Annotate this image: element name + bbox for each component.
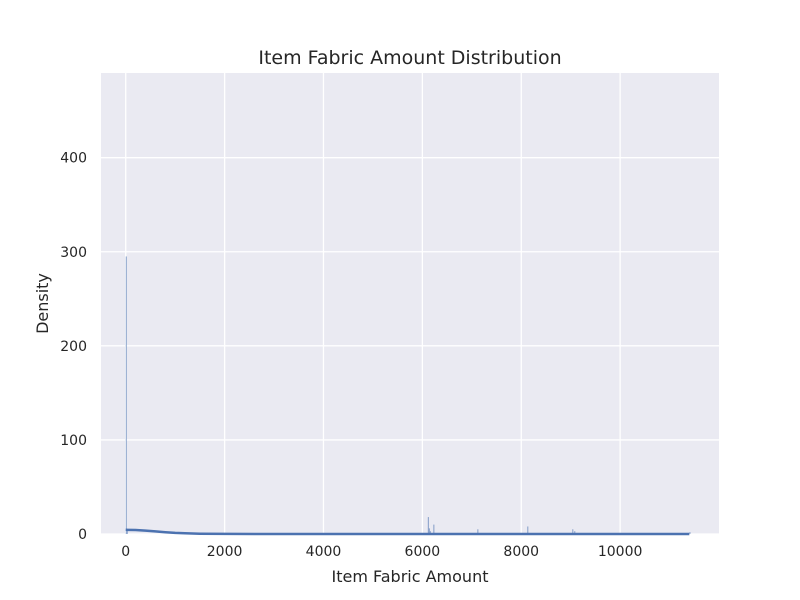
y-axis-label: Density — [33, 273, 52, 334]
y-tick-label: 100 — [60, 433, 87, 449]
x-axis-ticks: 0 2000 4000 6000 8000 10000 — [121, 544, 642, 560]
y-tick-label: 200 — [60, 339, 87, 355]
histogram-bar — [428, 528, 430, 534]
x-axis-label: Item Fabric Amount — [332, 567, 489, 586]
histogram-bar — [477, 529, 479, 534]
x-tick-label: 2000 — [207, 544, 243, 560]
x-tick-label: 6000 — [405, 544, 441, 560]
histogram-bar — [429, 531, 431, 534]
histogram-bar — [126, 530, 128, 534]
histogram-bar — [527, 526, 529, 534]
chart-title: Item Fabric Amount Distribution — [258, 47, 561, 69]
histogram-bar — [574, 531, 576, 534]
histogram-bar — [125, 256, 127, 534]
histogram-bar — [427, 517, 429, 534]
histogram-bar — [572, 529, 574, 534]
x-tick-label: 10000 — [598, 544, 643, 560]
y-tick-label: 300 — [60, 245, 87, 261]
y-axis-ticks: 0 100 200 300 400 — [60, 151, 87, 543]
x-tick-label: 0 — [121, 544, 130, 560]
y-tick-label: 400 — [60, 151, 87, 167]
histogram-bar — [433, 524, 435, 534]
kde-line — [125, 528, 690, 536]
histogram-bars — [125, 256, 691, 534]
y-tick-label: 0 — [78, 527, 87, 543]
histogram-bar — [689, 532, 691, 534]
x-tick-label: 4000 — [306, 544, 342, 560]
x-tick-label: 8000 — [503, 544, 539, 560]
plot-area — [101, 73, 719, 534]
